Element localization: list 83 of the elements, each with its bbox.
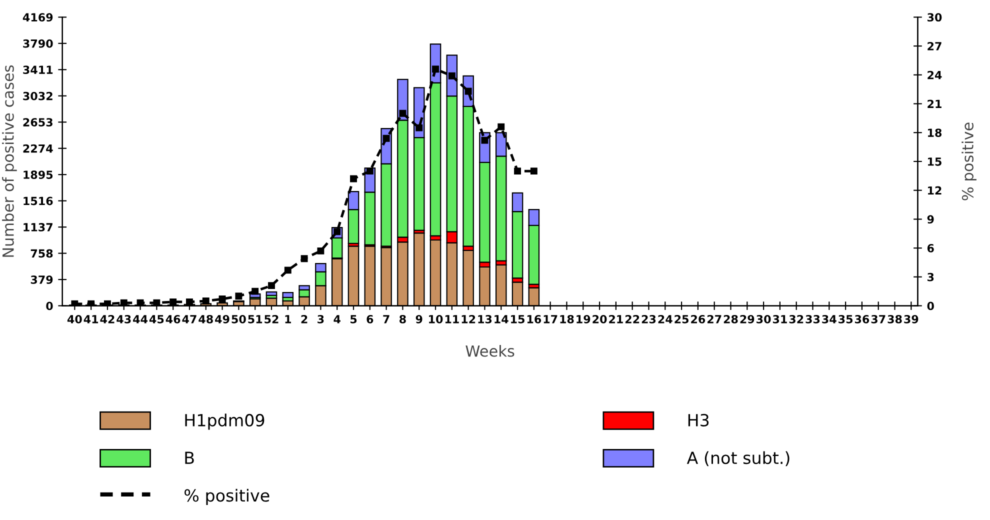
legend-label: H3 (688, 414, 709, 427)
x-tick-label: 17 (544, 315, 558, 324)
y2-tick-label: 0 (927, 302, 934, 310)
x-tick-label: 7 (383, 315, 390, 324)
x-tick-label: 47 (182, 315, 196, 324)
x-tick-label: 3 (318, 314, 324, 324)
legend-label: H1pdm09 (185, 414, 264, 430)
y-tick-label: 1516 (24, 196, 53, 206)
legend-label: A (not subt.) (686, 451, 790, 466)
x-tick-label: 28 (724, 314, 738, 324)
x-tick-label: 41 (84, 315, 98, 324)
x-tick-label: 22 (625, 314, 640, 324)
x-tick-label: 38 (888, 314, 902, 324)
x-tick-label: 9 (416, 314, 422, 324)
y2-tick-label: 18 (928, 128, 942, 137)
x-tick-label: 43 (116, 314, 131, 324)
y-tick-label: 758 (30, 249, 53, 258)
x-tick-label: 16 (527, 314, 542, 324)
x-tick-label: 10 (429, 314, 443, 324)
x-tick-label: 4 (334, 315, 340, 324)
x-tick-label: 23 (642, 314, 656, 324)
legend-label: % positive (184, 488, 270, 505)
x-tick-label: 49 (215, 314, 230, 324)
x-tick-label: 11 (445, 315, 459, 324)
x-tick-label: 32 (789, 314, 804, 324)
y-tick-label: 1137 (24, 223, 52, 232)
x-tick-label: 14 (494, 315, 508, 324)
y2-tick-label: 30 (928, 13, 942, 22)
x-tick-label: 18 (560, 314, 574, 324)
x-tick-label: 46 (166, 314, 180, 324)
x-tick-label: 30 (756, 314, 771, 324)
x-tick-label: 29 (740, 314, 754, 324)
y2-tick-label: 6 (927, 244, 934, 252)
x-tick-label: 26 (691, 314, 706, 324)
y2-tick-label: 27 (928, 42, 942, 50)
x-tick-label: 12 (462, 314, 476, 324)
x-tick-label: 2 (301, 314, 308, 324)
x-tick-label: 33 (806, 314, 820, 324)
y2-tick-label: 12 (928, 186, 942, 195)
x-axis-title: Weeks (466, 344, 514, 357)
y-tick-label: 3790 (23, 39, 53, 48)
y-axis-title: Number of positive cases (2, 65, 17, 257)
y-tick-label: 4169 (22, 13, 53, 22)
x-tick-label: 21 (609, 314, 623, 324)
x-tick-label: 50 (232, 314, 246, 324)
x-tick-label: 8 (400, 314, 406, 324)
y2-tick-label: 3 (928, 272, 934, 282)
y-tick-label: 1895 (24, 170, 53, 179)
x-tick-label: 40 (67, 314, 82, 324)
x-tick-label: 6 (366, 314, 374, 324)
x-tick-label: 15 (511, 315, 524, 324)
x-tick-label: 27 (707, 314, 722, 324)
x-tick-label: 1 (285, 315, 291, 324)
y-tick-label: 379 (30, 276, 53, 284)
legend-label: B (185, 452, 194, 464)
y-tick-label: 2653 (23, 118, 52, 126)
x-tick-label: 37 (871, 314, 886, 324)
x-tick-label: 13 (478, 314, 492, 324)
x-tick-label: 25 (674, 314, 688, 324)
x-tick-label: 44 (133, 315, 148, 324)
x-tick-label: 51 (248, 315, 262, 324)
y-tick-label: 0 (46, 302, 53, 310)
x-tick-label: 24 (658, 314, 672, 324)
x-tick-label: 5 (350, 315, 357, 324)
x-tick-label: 36 (854, 314, 870, 324)
y2-tick-label: 21 (928, 100, 942, 108)
x-tick-label: 42 (100, 314, 114, 324)
x-tick-label: 52 (264, 314, 278, 324)
x-tick-label: 20 (592, 314, 607, 324)
y2-axis-title: % positive (962, 122, 976, 200)
y-tick-label: 3411 (23, 66, 53, 74)
y2-tick-label: 24 (928, 70, 942, 80)
x-tick-label: 48 (198, 314, 213, 324)
x-tick-label: 31 (772, 314, 787, 324)
x-tick-label: 39 (904, 314, 918, 324)
y-tick-label: 3032 (23, 92, 52, 100)
x-tick-label: 45 (149, 315, 164, 324)
x-tick-label: 19 (576, 314, 590, 324)
y-tick-label: 2274 (23, 144, 53, 153)
x-tick-label: 35 (838, 314, 853, 324)
x-tick-label: 34 (822, 314, 836, 324)
y2-tick-label: 15 (928, 158, 942, 166)
y2-tick-label: 9 (927, 215, 934, 224)
